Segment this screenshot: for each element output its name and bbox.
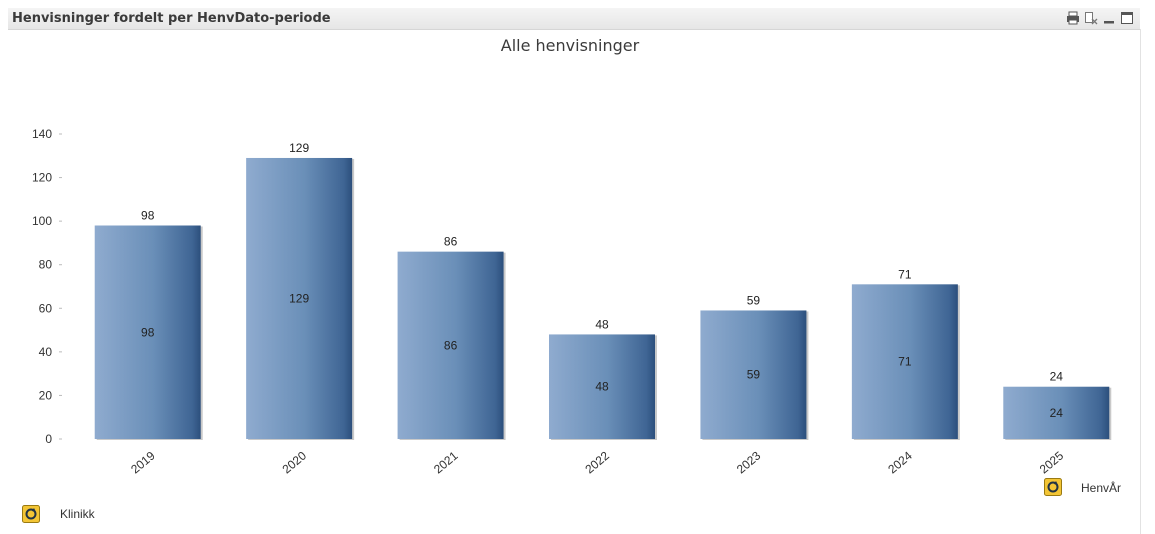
bar-value-label: 129 [289, 141, 309, 155]
x-tick-label: 2022 [582, 448, 612, 476]
bar-inside-label: 86 [444, 338, 458, 352]
window-toolbar [1066, 11, 1134, 25]
bar-inside-label: 129 [289, 291, 309, 305]
bar-inside-label: 98 [141, 325, 155, 339]
maximize-icon[interactable] [1120, 11, 1134, 25]
x-tick-label: 2019 [128, 448, 158, 476]
y-tick-label: 140 [32, 127, 52, 141]
panel-right-border [1140, 29, 1141, 534]
bar [397, 251, 504, 439]
bar-value-label: 24 [1050, 370, 1064, 384]
bar [851, 284, 958, 439]
x-tick-label: 2020 [280, 448, 310, 476]
print-icon[interactable] [1066, 11, 1080, 25]
y-tick-label: 0 [45, 432, 52, 446]
cycle-dimension-icon[interactable] [1044, 478, 1062, 496]
bar [94, 225, 201, 439]
clear-icon[interactable] [1084, 11, 1098, 25]
x-dimension-label: HenvÅr [1081, 481, 1122, 495]
bar [700, 310, 807, 439]
cycle-group-icon[interactable] [22, 505, 40, 523]
bar-inside-label: 59 [747, 368, 761, 382]
x-axis: 2019 2020 2021 2022 2023 2024 2025 [128, 448, 1066, 476]
x-tick-label: 2021 [431, 448, 461, 476]
y-tick-label: 40 [39, 345, 53, 359]
minimize-icon[interactable] [1102, 11, 1116, 25]
y-tick-label: 100 [32, 214, 52, 228]
bar-value-label: 48 [595, 317, 609, 331]
x-tick-label: 2025 [1037, 448, 1067, 476]
bar-value-label: 71 [898, 267, 912, 281]
y-tick-label: 80 [39, 258, 53, 272]
y-tick-label: 60 [39, 301, 53, 315]
chart-title: Alle henvisninger [500, 36, 640, 55]
window-title: Henvisninger fordelt per HenvDato-period… [12, 11, 331, 26]
bar [549, 334, 655, 439]
x-tick-label: 2023 [734, 448, 764, 476]
bar-inside-label: 48 [595, 380, 609, 394]
bar-inside-label: 24 [1050, 406, 1064, 420]
bar-value-label: 59 [747, 293, 761, 307]
bar [246, 157, 353, 439]
y-tick-label: 20 [39, 388, 53, 402]
y-tick-label: 120 [32, 171, 52, 185]
bar-value-label: 86 [444, 235, 458, 249]
x-tick-label: 2024 [885, 448, 915, 476]
chart-window-titlebar: Henvisninger fordelt per HenvDato-period… [8, 8, 1140, 30]
bar-value-label: 98 [141, 209, 155, 223]
bar-inside-label: 71 [898, 355, 912, 369]
group-dimension-label: Klinikk [60, 507, 95, 521]
y-axis: 0 20 40 60 80 100 120 140 [32, 127, 62, 446]
bar [1003, 386, 1110, 439]
bars: 98 98 129 129 86 86 48 48 59 59 71 71 24 24 [94, 141, 1112, 440]
